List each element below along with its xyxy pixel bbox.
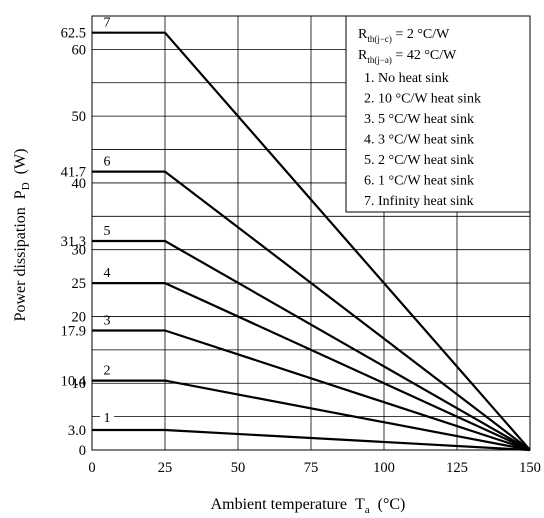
curve-label-4: 4 (104, 266, 111, 281)
legend: Rth(j−c) = 2 °C/W Rth(j−a) = 42 °C/W 1. No… (345, 15, 531, 213)
y-tick-label: 25 (72, 276, 87, 292)
legend-thermal-resistance: Rth(j−a) = 42 °C/W (358, 48, 457, 65)
legend-entry: 7. Infinity heat sink (364, 194, 474, 209)
series-line-6 (92, 170, 531, 451)
y-tick-label: 10.4 (61, 374, 87, 390)
x-tick-label: 100 (373, 460, 395, 476)
curve-label-3: 3 (104, 313, 111, 328)
x-tick-label: 150 (519, 460, 541, 476)
curve-label-bg (100, 409, 114, 424)
curve-label-5: 5 (104, 224, 111, 239)
y-tick-label: 30 (72, 243, 87, 259)
series-line-3 (92, 329, 531, 452)
legend-entry: 6. 1 °C/W heat sink (364, 174, 474, 189)
legend-thermal-resistance: Rth(j−c) = 2 °C/W (358, 27, 450, 44)
y-tick-label: 41.7 (61, 165, 86, 181)
y-tick-label: 3.0 (68, 423, 86, 439)
plot-frame (91, 15, 531, 451)
x-axis-label: Ambient temperature Ta (°C) (211, 496, 406, 516)
series-line-2 (92, 379, 531, 452)
legend-box (345, 15, 531, 213)
series-line-1 (92, 428, 531, 452)
y-tick-label: 62.5 (61, 26, 86, 42)
legend-entry: 5. 2 °C/W heat sink (364, 153, 474, 168)
y-tick-label: 10 (72, 376, 87, 392)
y-tick-label: 40 (72, 176, 87, 192)
x-tick-label: 125 (446, 460, 468, 476)
legend-entry: 1. No heat sink (364, 71, 449, 86)
curve-label-7: 7 (104, 16, 111, 31)
y-tick-label: 0 (79, 443, 86, 459)
series-line-5 (92, 239, 531, 451)
series-line-7 (92, 31, 531, 451)
y-tick-label: 50 (72, 109, 87, 125)
curve-label-6: 6 (104, 155, 111, 170)
legend-entry: 4. 3 °C/W heat sink (364, 133, 474, 148)
legend-entry: 3. 5 °C/W heat sink (364, 112, 474, 127)
y-tick-label: 31.3 (61, 234, 86, 250)
y-axis-label: Power dissipationPD(W) (12, 149, 32, 322)
x-tick-label: 50 (231, 460, 246, 476)
x-tick-label: 75 (304, 460, 319, 476)
curve-label-1: 1 (104, 411, 111, 426)
curve-labels: 1 2 3 4 5 6 7 (100, 16, 114, 426)
y-tick-label: 17.9 (61, 323, 86, 339)
series-lines (92, 31, 531, 452)
legend-entry: 2. 10 °C/W heat sink (364, 92, 481, 107)
x-tick-label: 0 (88, 460, 95, 476)
y-tick-label: 60 (72, 42, 87, 58)
y-tick-label: 20 (72, 309, 87, 325)
series-line-4 (92, 282, 531, 452)
curve-label-2: 2 (104, 364, 111, 379)
tick-labels: 0 25 50 75 100 125 15003.01010.417.920253031.3… (61, 26, 541, 476)
x-tick-label: 25 (158, 460, 173, 476)
